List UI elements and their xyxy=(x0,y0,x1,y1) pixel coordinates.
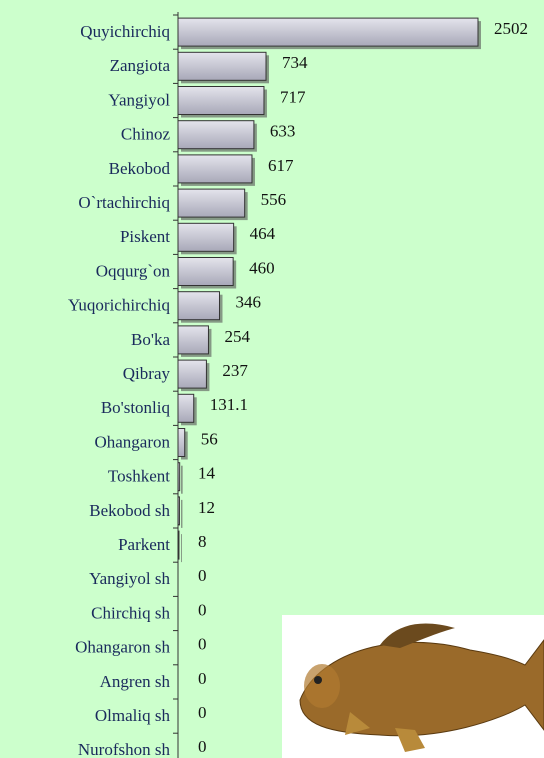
y-tick-label: Ohangaron sh xyxy=(75,638,170,657)
value-label: 0 xyxy=(198,566,207,585)
value-label: 0 xyxy=(198,635,207,654)
bar-shadow xyxy=(181,499,183,528)
y-tick-label: Qibray xyxy=(123,364,171,383)
value-label: 460 xyxy=(249,258,275,277)
value-label: 0 xyxy=(198,703,207,722)
bar xyxy=(177,393,195,423)
value-label: 633 xyxy=(270,122,296,141)
value-label: 254 xyxy=(224,327,250,346)
value-label: 2502 xyxy=(494,19,528,38)
y-tick-label: Quyichirchiq xyxy=(80,22,170,41)
y-tick-label: Bekobod sh xyxy=(89,501,170,520)
bar xyxy=(177,359,207,389)
value-label: 0 xyxy=(198,600,207,619)
value-label: 464 xyxy=(250,224,276,243)
bar xyxy=(177,17,479,47)
y-tick-label: Chirchiq sh xyxy=(91,603,170,622)
y-tick-label: O`rtachirchiq xyxy=(78,193,170,212)
y-tick-label: Bo'ka xyxy=(131,330,170,349)
value-label: 131.1 xyxy=(210,395,248,414)
value-label: 8 xyxy=(198,532,207,551)
value-label: 617 xyxy=(268,156,294,175)
y-tick-label: Zangiota xyxy=(110,56,171,75)
y-tick-label: Parkent xyxy=(118,535,170,554)
y-tick-label: Olmaliq sh xyxy=(95,706,171,725)
value-label: 0 xyxy=(198,669,207,688)
bar xyxy=(177,188,246,218)
bar xyxy=(177,51,267,81)
bar xyxy=(177,257,234,286)
value-label: 346 xyxy=(235,293,261,312)
value-label: 717 xyxy=(280,87,306,106)
y-tick-label: Yangiyol sh xyxy=(89,569,170,588)
y-tick-label: Yuqorichirchiq xyxy=(68,296,170,315)
bar-shadow xyxy=(181,534,182,563)
bar xyxy=(177,86,265,115)
y-tick-label: Chinoz xyxy=(121,125,171,144)
y-tick-label: Bo'stonliq xyxy=(101,398,171,417)
y-tick-label: Nurofshon sh xyxy=(78,740,171,758)
y-tick-label: Yangiyol xyxy=(108,90,170,109)
y-tick-label: Ohangaron xyxy=(94,432,170,451)
value-label: 0 xyxy=(198,737,207,756)
fish-image xyxy=(282,615,544,758)
y-tick-label: Oqqurg`on xyxy=(96,261,171,280)
y-tick-label: Piskent xyxy=(120,227,170,246)
bar xyxy=(177,325,209,355)
y-tick-label: Bekobod xyxy=(109,159,171,178)
bar xyxy=(177,222,235,252)
bar xyxy=(177,428,186,457)
bar xyxy=(177,154,253,184)
y-tick-label: Toshkent xyxy=(108,467,170,486)
bar-shadow xyxy=(181,465,183,494)
value-label: 556 xyxy=(261,190,287,209)
value-label: 56 xyxy=(201,429,218,448)
value-label: 14 xyxy=(198,464,216,483)
bars xyxy=(177,17,481,563)
value-label: 237 xyxy=(222,361,248,380)
value-label: 734 xyxy=(282,53,308,72)
y-tick-label: Angren sh xyxy=(100,672,171,691)
bar xyxy=(177,120,255,150)
value-label: 12 xyxy=(198,498,215,517)
bar xyxy=(177,291,220,321)
